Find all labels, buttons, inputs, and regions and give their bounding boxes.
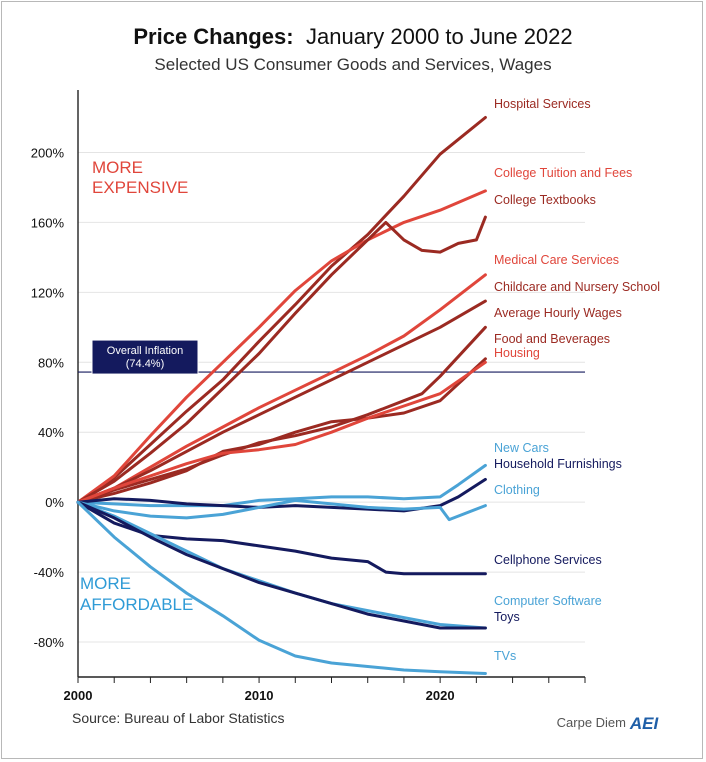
y-tick-label: 120% — [31, 285, 65, 300]
y-tick-label: 80% — [38, 355, 64, 370]
chart-subtitle: Selected US Consumer Goods and Services,… — [154, 55, 551, 74]
aei-logo: AEI — [629, 712, 660, 733]
brand-name: Carpe Diem — [557, 715, 626, 730]
aei-logo-text: AEI — [629, 714, 660, 733]
y-tick-label: 200% — [31, 145, 65, 160]
series-line-food-and-beverages — [76, 357, 487, 504]
series-line-new-cars — [76, 463, 487, 508]
series-line-childcare-and-nursery-school — [76, 299, 487, 504]
aei-logo-bg — [629, 712, 659, 732]
series-label-college-textbooks: College Textbooks — [494, 193, 596, 207]
series-label-toys: Toys — [494, 610, 520, 624]
chart-title-line: Price Changes: January 2000 to June 2022 — [133, 24, 572, 49]
chart-title: Price Changes: — [133, 24, 293, 49]
series-label-hospital-services: Hospital Services — [494, 97, 591, 111]
series-line-average-hourly-wages — [76, 325, 487, 504]
series-line-college-tuition-and-fees — [76, 189, 487, 504]
y-tick-label: -80% — [34, 635, 65, 650]
series-label-tvs: TVs — [494, 649, 516, 663]
y-tick-label: 40% — [38, 425, 64, 440]
series-label-new-cars: New Cars — [494, 441, 549, 455]
y-axis-ticks: 200% 160% 120% 80% 40% 0% -40% -80% — [31, 145, 65, 650]
series-line-hospital-services — [76, 116, 487, 504]
overall-inflation-label: Overall Inflation — [107, 345, 183, 357]
more-affordable-label-1: MORE — [80, 574, 131, 593]
x-tick-label: 2020 — [426, 688, 455, 703]
series-label-college-tuition-and-fees: College Tuition and Fees — [494, 166, 632, 180]
series-label-household-furnishings: Household Furnishings — [494, 457, 622, 471]
series-line-clothing — [76, 498, 487, 522]
series-label-computer-software: Computer Software — [494, 594, 602, 608]
y-tick-label: -40% — [34, 565, 65, 580]
series-label-medical-care-services: Medical Care Services — [494, 253, 619, 267]
series-labels: Hospital Services College Tuition and Fee… — [494, 97, 660, 663]
series-label-food-and-beverages: Food and Beverages — [494, 332, 610, 346]
series-line-tvs — [76, 500, 487, 675]
series-line-household-furnishings — [76, 477, 487, 513]
overall-inflation-box — [91, 339, 199, 375]
series-label-childcare-and-nursery-school: Childcare and Nursery School — [494, 280, 660, 294]
chart-date-range: January 2000 to June 2022 — [306, 24, 573, 49]
source-note: Source: Bureau of Labor Statistics — [72, 710, 284, 726]
x-tick-label: 2000 — [64, 688, 93, 703]
x-tick-label: 2010 — [245, 688, 274, 703]
series-line-medical-care-services — [76, 273, 487, 504]
series-label-clothing: Clothing — [494, 483, 540, 497]
series-line-housing — [76, 360, 487, 504]
more-expensive-label-2: EXPENSIVE — [92, 178, 188, 197]
y-tick-label: 0% — [45, 495, 64, 510]
y-tick-label: 160% — [31, 215, 65, 230]
overall-inflation-value: (74.4%) — [126, 358, 165, 370]
series-label-housing: Housing — [494, 346, 540, 360]
series-label-cellphone-services: Cellphone Services — [494, 553, 602, 567]
x-axis-ticks: 2000 2010 2020 — [64, 677, 586, 703]
series-line-cellphone-services — [76, 500, 487, 576]
series-line-college-textbooks — [76, 215, 487, 504]
more-affordable-label-2: AFFORDABLE — [80, 595, 193, 614]
more-expensive-label-1: MORE — [92, 158, 143, 177]
series-lines — [76, 116, 487, 675]
series-line-toys — [76, 500, 487, 630]
series-label-average-hourly-wages: Average Hourly Wages — [494, 306, 622, 320]
